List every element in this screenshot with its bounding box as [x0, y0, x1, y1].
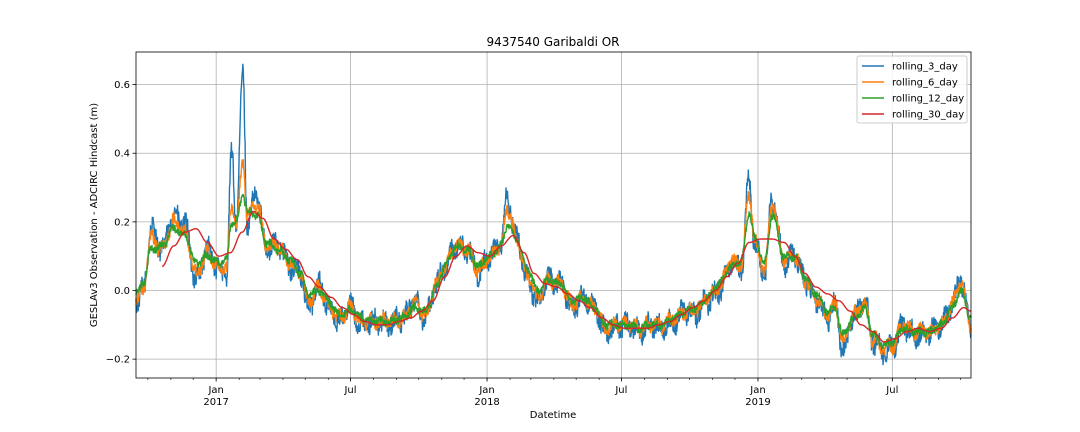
- axes-frame: [135, 51, 972, 379]
- x-tick-sublabel: 2019: [745, 397, 770, 408]
- series-line-rolling-6-day: [135, 159, 972, 356]
- x-tick-label: Jul: [614, 385, 627, 396]
- x-tick-label: Jul: [885, 385, 898, 396]
- x-tick-label: Jan: [478, 385, 494, 396]
- x-tick-label: Jul: [343, 385, 356, 396]
- x-axis-label: Datetime: [530, 410, 577, 421]
- legend-entry: rolling_12_day: [892, 94, 964, 105]
- y-axis-label: GESLAv3 Observation - ADCIRC Hindcast (m…: [89, 103, 100, 327]
- y-tick-label: 0.0: [114, 286, 130, 297]
- series-line-rolling-12-day: [135, 194, 972, 349]
- series-line-rolling-3-day: [135, 63, 972, 366]
- y-tick-label: 0.4: [114, 149, 130, 160]
- x-tick-label: Jan: [207, 385, 223, 396]
- y-tick-label: −0.2: [106, 355, 130, 366]
- y-tick-label: 0.2: [114, 217, 130, 228]
- chart-title: 9437540 Garibaldi OR: [486, 35, 619, 49]
- y-tick-label: 0.6: [114, 80, 130, 91]
- legend-box: [856, 55, 968, 124]
- legend-entry: rolling_3_day: [892, 62, 958, 73]
- legend-entry: rolling_6_day: [892, 78, 958, 89]
- legend-entry: rolling_30_day: [892, 110, 964, 121]
- x-tick-sublabel: 2018: [474, 397, 499, 408]
- plot-area: [135, 63, 972, 366]
- x-tick-sublabel: 2017: [203, 397, 228, 408]
- legend: rolling_3_day rolling_6_day rolling_12_day…: [856, 55, 968, 124]
- x-tick-label: Jan: [749, 385, 765, 396]
- series-line-rolling-30-day: [161, 210, 972, 343]
